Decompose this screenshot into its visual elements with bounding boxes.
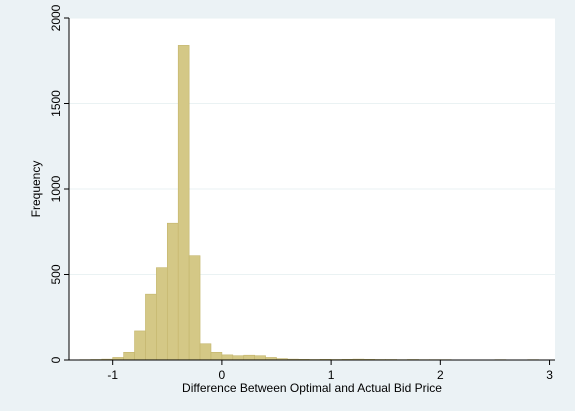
- histogram-bar: [156, 268, 167, 360]
- histogram-bar: [233, 356, 244, 360]
- histogram-bar: [178, 45, 189, 360]
- histogram-bar: [189, 256, 200, 360]
- histogram-bar: [135, 331, 146, 360]
- histogram-bar: [200, 344, 211, 360]
- histogram-bar: [145, 294, 156, 360]
- x-ticks: -1 0 1 2 3: [107, 360, 553, 382]
- x-tick-label: 1: [328, 368, 335, 382]
- histogram-bar: [244, 355, 255, 360]
- x-tick-label: 3: [546, 368, 553, 382]
- histogram-bar: [222, 355, 233, 360]
- histogram-bar: [124, 352, 135, 360]
- x-tick-label: 2: [437, 368, 444, 382]
- histogram-bar: [167, 223, 178, 360]
- histogram-bar: [255, 356, 266, 360]
- histogram-bar: [211, 352, 222, 360]
- y-axis-label: Frequency: [29, 161, 43, 218]
- y-tick-label: 500: [49, 264, 63, 284]
- y-ticks: 0 500 1000 1500 2000: [49, 4, 69, 363]
- x-tick-label: -1: [107, 368, 118, 382]
- y-tick-label: 2000: [49, 4, 63, 31]
- x-axis-label: Difference Between Optimal and Actual Bi…: [182, 381, 442, 395]
- x-tick-label: 0: [219, 368, 226, 382]
- y-tick-label: 1500: [49, 90, 63, 117]
- y-tick-label: 0: [49, 356, 63, 363]
- y-tick-label: 1000: [49, 175, 63, 202]
